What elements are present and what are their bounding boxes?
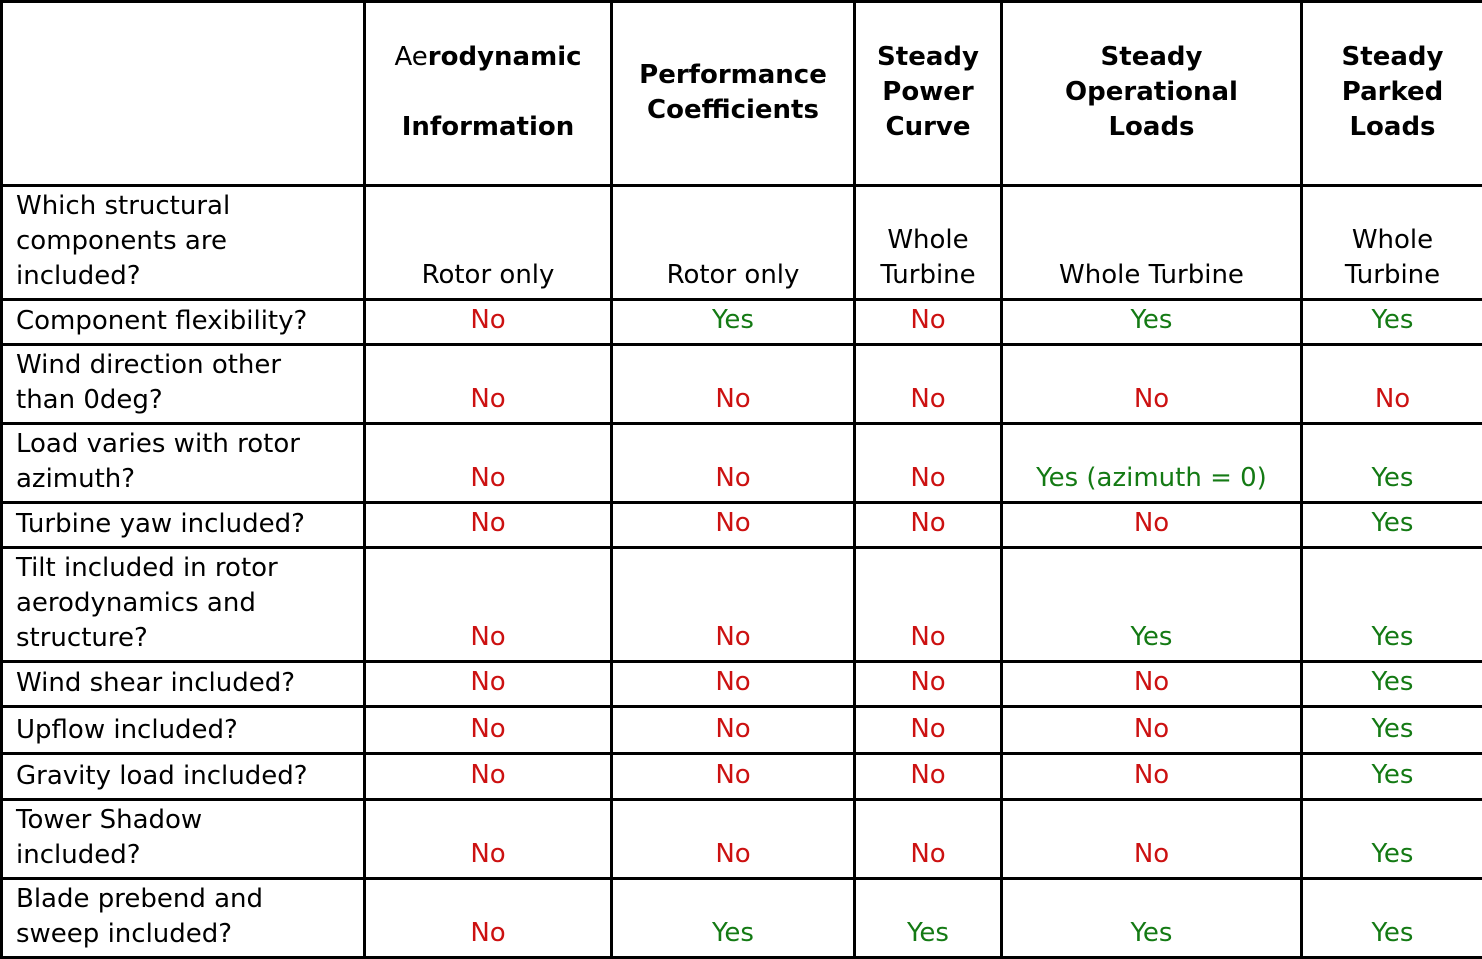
table-row-structural-components: Which structural components are included… xyxy=(2,186,1482,300)
cell: Yes (azimuth = 0) xyxy=(1002,424,1302,503)
cell: No xyxy=(612,754,855,800)
row-label: Tilt included in rotor aerodynamics and … xyxy=(2,548,365,662)
cell: Yes xyxy=(1302,424,1482,503)
cell: No xyxy=(1302,345,1482,424)
cell: No xyxy=(1002,345,1302,424)
cell: No xyxy=(365,503,612,548)
header-corner-cell xyxy=(2,2,365,186)
header-aerodynamic-line2: Information xyxy=(370,110,606,145)
cell: Yes xyxy=(1302,662,1482,707)
cell: Yes xyxy=(1302,503,1482,548)
cell: No xyxy=(855,503,1002,548)
cell: No xyxy=(365,345,612,424)
row-label: Turbine yaw included? xyxy=(2,503,365,548)
table-row-load-varies-azimuth: Load varies with rotor azimuth? No No No… xyxy=(2,424,1482,503)
cell: No xyxy=(365,800,612,879)
cell: Yes xyxy=(855,879,1002,958)
cell: No xyxy=(855,800,1002,879)
cell: No xyxy=(365,754,612,800)
row-label: Component flexibility? xyxy=(2,300,365,345)
table-row-blade-prebend: Blade prebend and sweep included? No Yes… xyxy=(2,879,1482,958)
cell: No xyxy=(612,548,855,662)
header-performance-coefficients: Performance Coefficients xyxy=(612,2,855,186)
cell: Whole Turbine xyxy=(1002,186,1302,300)
cell: No xyxy=(612,662,855,707)
cell: No xyxy=(1002,503,1302,548)
cell: No xyxy=(365,548,612,662)
table-row-upflow: Upflow included? No No No No Yes xyxy=(2,707,1482,754)
cell: Whole Turbine xyxy=(855,186,1002,300)
cell: Yes xyxy=(612,300,855,345)
cell: No xyxy=(1002,662,1302,707)
cell: No xyxy=(612,800,855,879)
cell: No xyxy=(1002,754,1302,800)
cell: No xyxy=(855,424,1002,503)
cell: No xyxy=(855,548,1002,662)
cell: No xyxy=(1002,707,1302,754)
row-label: Tower Shadow included? xyxy=(2,800,365,879)
table-row-tilt-included: Tilt included in rotor aerodynamics and … xyxy=(2,548,1482,662)
cell: No xyxy=(365,707,612,754)
cell: No xyxy=(855,707,1002,754)
row-label: Gravity load included? xyxy=(2,754,365,800)
cell: Yes xyxy=(1302,754,1482,800)
cell: Yes xyxy=(1302,879,1482,958)
cell: Yes xyxy=(1002,300,1302,345)
cell: Yes xyxy=(1302,300,1482,345)
cell: Yes xyxy=(1302,707,1482,754)
table-row-gravity-load: Gravity load included? No No No No Yes xyxy=(2,754,1482,800)
table-row-wind-shear: Wind shear included? No No No No Yes xyxy=(2,662,1482,707)
cell: Yes xyxy=(1302,548,1482,662)
row-label: Wind direction other than 0deg? xyxy=(2,345,365,424)
cell: Yes xyxy=(612,879,855,958)
row-label: Upflow included? xyxy=(2,707,365,754)
cell: Rotor only xyxy=(365,186,612,300)
cell: No xyxy=(365,424,612,503)
row-label: Which structural components are included… xyxy=(2,186,365,300)
header-aerodynamic-line1: Aerodynamic xyxy=(370,40,606,75)
cell: Yes xyxy=(1002,879,1302,958)
cell: Yes xyxy=(1302,800,1482,879)
cell: No xyxy=(365,879,612,958)
cell: Rotor only xyxy=(612,186,855,300)
header-steady-parked-loads: Steady Parked Loads xyxy=(1302,2,1482,186)
cell: Yes xyxy=(1002,548,1302,662)
table-row-component-flexibility: Component flexibility? No Yes No Yes Yes xyxy=(2,300,1482,345)
header-steady-power-curve: Steady Power Curve xyxy=(855,2,1002,186)
header-aerodynamic-information: Aerodynamic Information xyxy=(365,2,612,186)
row-label: Blade prebend and sweep included? xyxy=(2,879,365,958)
cell: Whole Turbine xyxy=(1302,186,1482,300)
cell: No xyxy=(612,424,855,503)
cell: No xyxy=(855,662,1002,707)
header-steady-operational-loads: Steady Operational Loads xyxy=(1002,2,1302,186)
cell: No xyxy=(365,300,612,345)
header-aero-bold-rest: rodynamic xyxy=(428,42,582,72)
row-label: Load varies with rotor azimuth? xyxy=(2,424,365,503)
header-aero-regular-prefix: Ae xyxy=(394,42,427,72)
cell: No xyxy=(612,503,855,548)
cell: No xyxy=(612,707,855,754)
cell: No xyxy=(1002,800,1302,879)
cell: No xyxy=(855,754,1002,800)
cell: No xyxy=(612,345,855,424)
cell: No xyxy=(855,300,1002,345)
table-row-tower-shadow: Tower Shadow included? No No No No Yes xyxy=(2,800,1482,879)
table-row-wind-direction: Wind direction other than 0deg? No No No… xyxy=(2,345,1482,424)
cell: No xyxy=(855,345,1002,424)
table-row-turbine-yaw: Turbine yaw included? No No No No Yes xyxy=(2,503,1482,548)
row-label: Wind shear included? xyxy=(2,662,365,707)
header-row: Aerodynamic Information Performance Coef… xyxy=(2,2,1482,186)
cell: No xyxy=(365,662,612,707)
